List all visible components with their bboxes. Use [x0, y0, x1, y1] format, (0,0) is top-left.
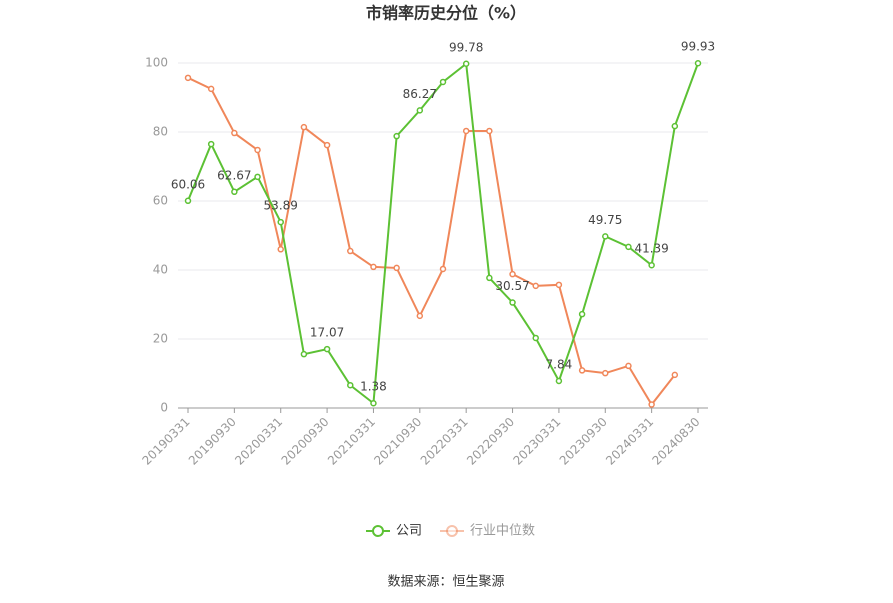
x-tick-label: 20200930 — [279, 415, 332, 468]
data-point — [555, 281, 563, 289]
data-label: 62.67 — [217, 168, 251, 182]
data-point — [207, 140, 215, 148]
data-point — [648, 401, 655, 408]
data-point — [254, 146, 261, 154]
x-tick-label: 20240331 — [603, 415, 656, 468]
data-point — [671, 122, 679, 130]
series-line — [187, 76, 676, 407]
data-point — [462, 127, 470, 135]
data-point — [370, 263, 377, 271]
x-tick-label: 20230930 — [557, 415, 610, 468]
data-point — [323, 345, 331, 353]
data-point — [602, 233, 609, 240]
data-point — [486, 274, 493, 282]
data-point — [486, 127, 493, 135]
y-tick-label: 60 — [153, 194, 168, 208]
data-point — [254, 173, 261, 181]
data-point — [184, 197, 192, 205]
data-label: 7.84 — [546, 357, 573, 371]
data-point — [578, 310, 586, 318]
data-point — [300, 350, 308, 358]
x-tick-label: 20190930 — [186, 415, 239, 468]
data-point — [347, 247, 354, 255]
data-point — [694, 59, 702, 67]
y-tick-label: 100 — [145, 56, 168, 70]
data-point — [555, 377, 563, 385]
chart-title: 市销率历史分位（%） — [366, 4, 526, 23]
data-label: 86.27 — [403, 87, 437, 101]
data-point — [231, 188, 238, 196]
data-point — [532, 282, 539, 290]
data-point — [416, 312, 424, 320]
data-label: 17.07 — [310, 326, 344, 340]
x-tick-label: 20210930 — [371, 415, 424, 468]
data-point — [393, 264, 400, 272]
data-point — [277, 218, 284, 226]
legend-label[interactable]: 公司 — [396, 524, 422, 539]
data-point — [625, 362, 632, 370]
x-tick-label: 20190331 — [140, 415, 193, 468]
data-point — [648, 261, 655, 269]
data-point — [300, 123, 308, 131]
data-point — [323, 141, 331, 149]
data-point — [231, 129, 238, 137]
x-tick-label: 20210331 — [325, 415, 378, 468]
data-label: 99.78 — [449, 40, 483, 54]
data-point — [347, 381, 354, 389]
y-tick-label: 0 — [160, 401, 168, 415]
data-point — [602, 369, 609, 377]
legend-marker[interactable] — [446, 525, 458, 537]
data-label: 60.06 — [171, 177, 205, 191]
y-tick-label: 80 — [153, 125, 168, 139]
x-tick-label: 20220331 — [418, 415, 471, 468]
data-point — [625, 243, 632, 251]
x-tick-label: 20220930 — [464, 415, 517, 468]
data-label: 1.38 — [360, 380, 387, 394]
source: 数据来源：恒生聚源 — [387, 575, 504, 590]
y-tick-label: 20 — [153, 332, 168, 346]
data-point — [671, 371, 679, 379]
data-label: 41.39 — [634, 242, 668, 256]
data-point — [277, 246, 284, 253]
data-point — [416, 107, 424, 114]
data-point — [532, 334, 539, 342]
data-label: 53.89 — [264, 199, 298, 213]
x-tick-label: 20230331 — [510, 415, 563, 468]
data-label: 49.75 — [588, 213, 622, 227]
data-point — [370, 399, 377, 407]
data-point — [439, 78, 447, 86]
data-point — [439, 265, 447, 273]
data-point — [393, 132, 400, 140]
data-point — [509, 270, 516, 278]
data-label: 99.93 — [681, 40, 715, 54]
x-tick-label: 20200331 — [232, 415, 285, 468]
legend-label[interactable]: 行业中位数 — [470, 524, 535, 539]
x-tick-label: 20240830 — [650, 415, 703, 468]
legend-marker[interactable] — [372, 525, 384, 537]
data-point — [509, 299, 516, 306]
series-line — [187, 61, 699, 406]
y-tick-label: 40 — [153, 263, 168, 277]
data-point — [207, 85, 215, 93]
data-point — [578, 367, 586, 374]
data-point — [184, 74, 192, 82]
data-point — [462, 60, 470, 68]
data-label: 30.57 — [495, 279, 529, 293]
